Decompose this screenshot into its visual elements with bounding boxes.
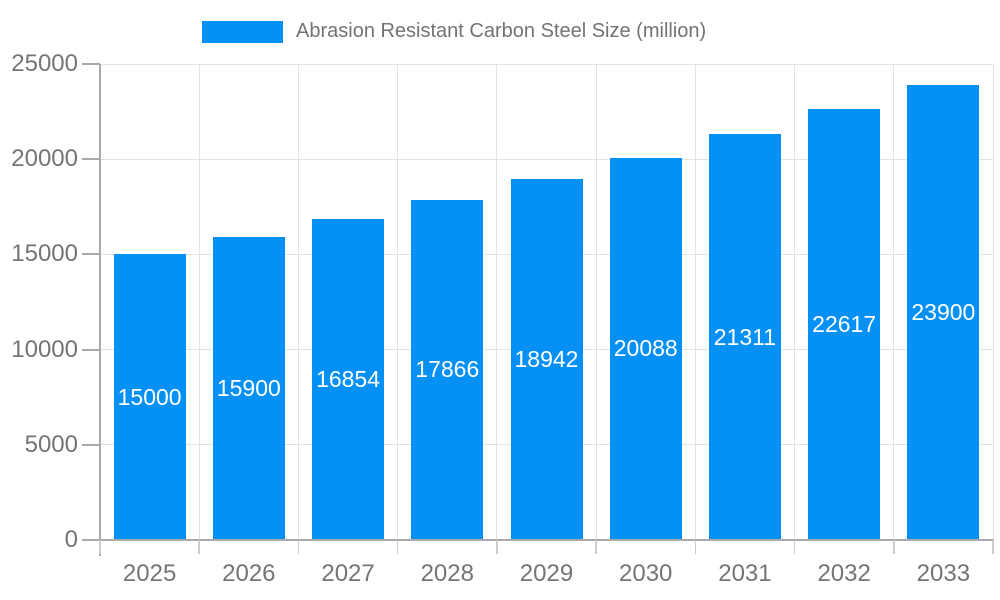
x-axis-tick bbox=[496, 540, 498, 554]
x-axis-tick bbox=[595, 540, 597, 554]
y-tick-label: 10000 bbox=[11, 335, 78, 363]
x-tick-label: 2030 bbox=[619, 560, 673, 587]
x-tick-label: 2026 bbox=[222, 560, 276, 587]
x-tick-label: 2032 bbox=[817, 560, 871, 587]
v-gridline bbox=[297, 64, 299, 540]
x-axis-tick bbox=[99, 540, 101, 554]
y-axis-tick bbox=[82, 158, 100, 161]
x-axis-tick bbox=[694, 540, 697, 554]
x-axis-line bbox=[99, 539, 994, 541]
y-axis-tick bbox=[82, 253, 100, 256]
bar-value-label: 20088 bbox=[613, 335, 678, 362]
h-gridline bbox=[100, 63, 993, 65]
legend-label: Abrasion Resistant Carbon Steel Size (mi… bbox=[296, 20, 707, 42]
v-gridline bbox=[694, 64, 696, 540]
x-axis-tick bbox=[992, 540, 994, 554]
x-tick-label: 2031 bbox=[718, 560, 772, 587]
y-axis-tick bbox=[82, 348, 100, 351]
legend-swatch bbox=[202, 20, 283, 43]
y-axis-tick bbox=[82, 443, 100, 446]
bar: 17866 bbox=[411, 199, 484, 540]
x-axis-tick bbox=[396, 540, 399, 554]
v-gridline bbox=[397, 64, 399, 540]
x-axis-tick bbox=[198, 540, 200, 554]
bar-value-label: 16854 bbox=[316, 366, 381, 393]
y-tick-label: 15000 bbox=[11, 240, 78, 268]
x-tick-label: 2029 bbox=[519, 560, 574, 587]
y-axis-line bbox=[99, 64, 101, 556]
bar-value-label: 22617 bbox=[812, 311, 877, 338]
y-tick-label: 0 bbox=[64, 526, 78, 553]
x-tick-label: 2027 bbox=[321, 560, 375, 587]
y-tick-label: 5000 bbox=[24, 430, 78, 458]
v-gridline bbox=[893, 64, 895, 540]
bar-value-label: 15900 bbox=[216, 375, 281, 402]
x-tick-label: 2028 bbox=[420, 560, 474, 587]
v-gridline bbox=[992, 64, 994, 540]
bar: 15000 bbox=[113, 254, 186, 540]
bar-value-label: 23900 bbox=[911, 298, 976, 325]
bar-value-label: 18942 bbox=[514, 346, 579, 373]
v-gridline bbox=[496, 64, 498, 540]
x-axis-tick bbox=[297, 540, 300, 554]
bar: 15900 bbox=[212, 237, 285, 540]
y-axis-tick bbox=[82, 63, 100, 65]
bar: 22617 bbox=[808, 109, 881, 540]
v-gridline bbox=[794, 64, 796, 540]
v-gridline bbox=[198, 64, 200, 540]
bar: 23900 bbox=[907, 84, 980, 540]
x-axis-tick bbox=[793, 540, 796, 554]
h-gridline bbox=[100, 158, 993, 160]
bar-value-label: 21311 bbox=[713, 323, 777, 350]
x-axis-tick bbox=[893, 540, 895, 554]
x-tick-label: 2033 bbox=[916, 560, 971, 587]
y-axis-tick bbox=[82, 539, 100, 541]
legend: Abrasion Resistant Carbon Steel Size (mi… bbox=[202, 20, 706, 43]
bar: 18942 bbox=[510, 179, 583, 540]
bar: 16854 bbox=[312, 219, 385, 540]
bar-value-label: 15000 bbox=[117, 383, 182, 410]
v-gridline bbox=[595, 64, 597, 540]
y-tick-label: 25000 bbox=[11, 50, 78, 77]
bar-value-label: 17866 bbox=[415, 356, 480, 383]
x-tick-label: 2025 bbox=[122, 560, 177, 587]
y-tick-label: 20000 bbox=[11, 145, 78, 173]
bar: 21311 bbox=[708, 134, 781, 540]
plot-area: 15000 15900 16854 17866 18942 20088 21311 22617… bbox=[100, 64, 993, 540]
bar: 20088 bbox=[609, 157, 682, 540]
